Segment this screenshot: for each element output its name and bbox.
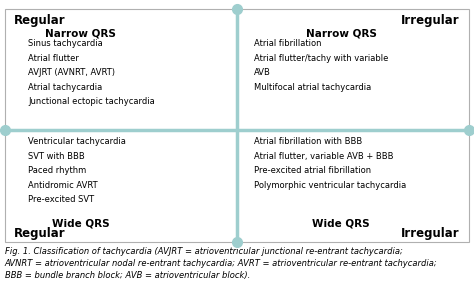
Text: Wide QRS: Wide QRS	[312, 219, 370, 229]
Text: Ventricular tachycardia: Ventricular tachycardia	[28, 137, 126, 146]
Text: Atrial flutter/tachy with variable: Atrial flutter/tachy with variable	[254, 54, 388, 63]
Text: Sinus tachycardia: Sinus tachycardia	[28, 39, 103, 48]
Text: Fig. 1. Classification of tachycardia (AVJRT = atrioventricular junctional re-en: Fig. 1. Classification of tachycardia (A…	[5, 247, 402, 256]
Text: Paced rhythm: Paced rhythm	[28, 166, 87, 175]
Text: Multifocal atrial tachycardia: Multifocal atrial tachycardia	[254, 83, 371, 92]
Text: BBB = bundle branch block; AVB = atrioventricular block).: BBB = bundle branch block; AVB = atriove…	[5, 271, 250, 280]
Text: Pre-excited SVT: Pre-excited SVT	[28, 195, 95, 204]
Text: SVT with BBB: SVT with BBB	[28, 152, 85, 161]
Text: Junctional ectopic tachycardia: Junctional ectopic tachycardia	[28, 97, 155, 106]
Text: Atrial fibrillation: Atrial fibrillation	[254, 39, 321, 48]
Text: Polymorphic ventricular tachycardia: Polymorphic ventricular tachycardia	[254, 181, 406, 190]
Text: Narrow QRS: Narrow QRS	[306, 29, 377, 39]
Text: Irregular: Irregular	[401, 227, 460, 240]
Text: Pre-excited atrial fibrillation: Pre-excited atrial fibrillation	[254, 166, 371, 175]
Text: Regular: Regular	[14, 227, 66, 240]
Bar	[5, 9, 469, 242]
Text: Atrial fibrillation with BBB: Atrial fibrillation with BBB	[254, 137, 362, 146]
Text: Irregular: Irregular	[401, 14, 460, 27]
Text: Antidromic AVRT: Antidromic AVRT	[28, 181, 98, 190]
Text: AVJRT (AVNRT, AVRT): AVJRT (AVNRT, AVRT)	[28, 68, 116, 77]
Text: Wide QRS: Wide QRS	[52, 219, 109, 229]
Text: Narrow QRS: Narrow QRS	[45, 29, 116, 39]
Text: Regular: Regular	[14, 14, 66, 27]
Text: Atrial flutter, variable AVB + BBB: Atrial flutter, variable AVB + BBB	[254, 152, 393, 161]
Text: Atrial flutter: Atrial flutter	[28, 54, 79, 63]
Text: AVB: AVB	[254, 68, 271, 77]
Text: Atrial tachycardia: Atrial tachycardia	[28, 83, 103, 92]
Text: AVNRT = atrioventricular nodal re-entrant tachycardia; AVRT = atrioventricular r: AVNRT = atrioventricular nodal re-entran…	[5, 259, 438, 268]
